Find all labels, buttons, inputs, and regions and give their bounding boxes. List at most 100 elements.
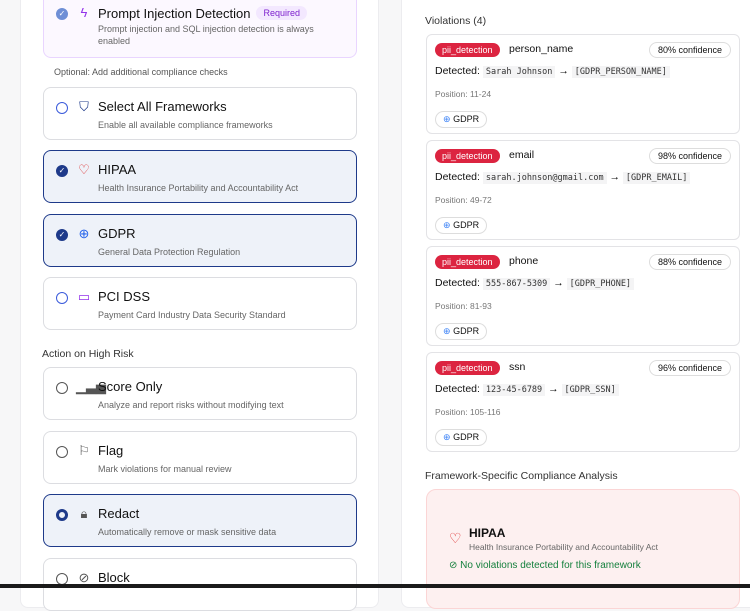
framework-tag: ⊕ GDPR	[435, 111, 488, 128]
entity-type: email	[509, 149, 535, 161]
lightning-icon: ϟ	[80, 5, 88, 20]
prompt-injection-option: ✓ ϟ Prompt Injection Detection Required P…	[43, 0, 357, 58]
confidence-badge: 88% confidence	[648, 254, 731, 270]
bar-chart-icon: ▁▃▅	[76, 379, 106, 394]
original-value: sarah.johnson@gmail.com	[482, 172, 607, 184]
action-score-only[interactable]: ▁▃▅ Score Only Analyze and report risks …	[43, 367, 357, 420]
framework-status: No violations detected for this framewor…	[460, 560, 641, 571]
framework-pci-dss[interactable]: ▭ PCI DSS Payment Card Industry Data Sec…	[43, 277, 357, 330]
required-badge: Required	[256, 6, 307, 20]
option-title: Select All Frameworks	[98, 99, 227, 114]
option-title: Flag	[98, 443, 124, 458]
violation-card: pii_detection ssn 96% confidence Detecte…	[426, 352, 740, 452]
globe-icon: ⊕	[78, 226, 90, 241]
ban-icon: ⊘	[78, 570, 90, 585]
framework-tag: ⊕ GDPR	[435, 323, 488, 340]
option-desc: Mark violations for manual review	[98, 464, 232, 474]
framework-hipaa[interactable]: ✓ ♡ HIPAA Health Insurance Portability a…	[43, 150, 357, 203]
results-panel: Violations (4) pii_detection person_name…	[401, 0, 750, 609]
framework-analysis-title: Framework-Specific Compliance Analysis	[425, 470, 618, 482]
settings-panel: ✓ ϟ Prompt Injection Detection Required P…	[20, 0, 379, 611]
replacement-value: [GDPR_PHONE]	[566, 278, 635, 290]
action-redact[interactable]: 🔒︎ Redact Automatically remove or mask s…	[43, 494, 357, 547]
entity-type: ssn	[509, 361, 526, 373]
violations-title: Violations (4)	[425, 15, 487, 27]
violation-card: pii_detection phone 88% confidence Detec…	[426, 246, 740, 346]
arrow-right-icon: →	[553, 277, 564, 289]
framework-tag-label: GDPR	[453, 326, 480, 336]
globe-icon: ⊕	[443, 114, 451, 124]
replacement-value: [GDPR_EMAIL]	[622, 172, 691, 184]
option-title: Block	[98, 570, 130, 585]
radio[interactable]	[56, 446, 68, 458]
confidence-badge: 98% confidence	[648, 148, 731, 164]
option-title: Redact	[98, 506, 140, 521]
action-flag[interactable]: ⚐ Flag Mark violations for manual review	[43, 431, 357, 484]
credit-card-icon: ▭	[77, 289, 91, 304]
heart-icon: ♡	[449, 530, 462, 546]
violation-card: pii_detection email 98% confidence Detec…	[426, 140, 740, 240]
checkbox[interactable]	[56, 292, 68, 304]
arrow-right-icon: →	[558, 65, 569, 77]
entity-type: phone	[509, 255, 539, 267]
action-label: Action on High Risk	[42, 348, 134, 360]
framework-tag-label: GDPR	[453, 220, 480, 230]
taskbar	[0, 584, 750, 588]
option-desc: Analyze and report risks without modifyi…	[98, 400, 284, 410]
option-title: Score Only	[98, 379, 163, 394]
detected-label: Detected:	[435, 277, 480, 289]
option-desc: Enable all available compliance framewor…	[98, 120, 273, 130]
position: Position: 105-116	[435, 407, 501, 417]
detected-label: Detected:	[435, 383, 480, 395]
violation-type-badge: pii_detection	[435, 255, 500, 269]
replacement-value: [GDPR_SSN]	[561, 384, 619, 396]
radio-selected[interactable]	[56, 509, 68, 521]
heart-icon: ♡	[78, 162, 90, 177]
framework-select-all[interactable]: ⛉ Select All Frameworks Enable all avail…	[43, 87, 357, 140]
flag-icon: ⚐	[78, 443, 90, 458]
detected-label: Detected:	[435, 171, 480, 183]
option-desc: Payment Card Industry Data Security Stan…	[98, 310, 286, 320]
checkbox[interactable]	[56, 102, 68, 114]
framework-tag: ⊕ GDPR	[435, 429, 488, 446]
framework-desc: Health Insurance Portability and Account…	[469, 542, 658, 552]
entity-type: person_name	[509, 43, 574, 55]
option-desc: Automatically remove or mask sensitive d…	[98, 527, 277, 537]
option-title: Prompt Injection Detection	[98, 6, 251, 21]
option-title: PCI DSS	[98, 289, 151, 304]
original-value: 123-45-6789	[482, 384, 546, 396]
framework-tag-label: GDPR	[453, 432, 480, 442]
option-desc: Health Insurance Portability and Account…	[98, 183, 299, 193]
option-title: GDPR	[98, 226, 136, 241]
checkbox-checked[interactable]: ✓	[56, 165, 68, 177]
globe-icon: ⊕	[443, 326, 451, 336]
position: Position: 49-72	[435, 195, 492, 205]
replacement-value: [GDPR_PERSON_NAME]	[571, 66, 670, 78]
violation-type-badge: pii_detection	[435, 43, 500, 57]
arrow-right-icon: →	[548, 383, 559, 395]
confidence-badge: 96% confidence	[648, 360, 731, 376]
checked-icon: ✓	[56, 8, 68, 20]
globe-icon: ⊕	[443, 432, 451, 442]
framework-gdpr[interactable]: ✓ ⊕ GDPR General Data Protection Regulat…	[43, 214, 357, 267]
framework-tag-label: GDPR	[453, 114, 480, 124]
framework-analysis-card: ♡ HIPAA Health Insurance Portability and…	[426, 489, 740, 609]
checkbox-checked[interactable]: ✓	[56, 229, 68, 241]
radio[interactable]	[56, 382, 68, 394]
optional-label: Optional: Add additional compliance chec…	[54, 67, 228, 77]
globe-icon: ⊕	[443, 220, 451, 230]
original-value: 555-867-5309	[482, 278, 551, 290]
confidence-badge: 80% confidence	[648, 42, 731, 58]
option-desc: General Data Protection Regulation	[98, 247, 241, 257]
option-title: HIPAA	[98, 162, 137, 177]
position: Position: 81-93	[435, 301, 492, 311]
violation-card: pii_detection person_name 80% confidence…	[426, 34, 740, 134]
option-desc: Prompt injection and SQL injection detec…	[98, 24, 314, 46]
check-circle-icon: ⊘	[449, 560, 458, 571]
framework-name: HIPAA	[469, 526, 506, 540]
position: Position: 11-24	[435, 89, 492, 99]
shield-icon: ⛉	[79, 99, 89, 114]
framework-tag: ⊕ GDPR	[435, 217, 488, 234]
lock-icon: 🔒︎	[80, 506, 88, 521]
violation-type-badge: pii_detection	[435, 149, 500, 163]
